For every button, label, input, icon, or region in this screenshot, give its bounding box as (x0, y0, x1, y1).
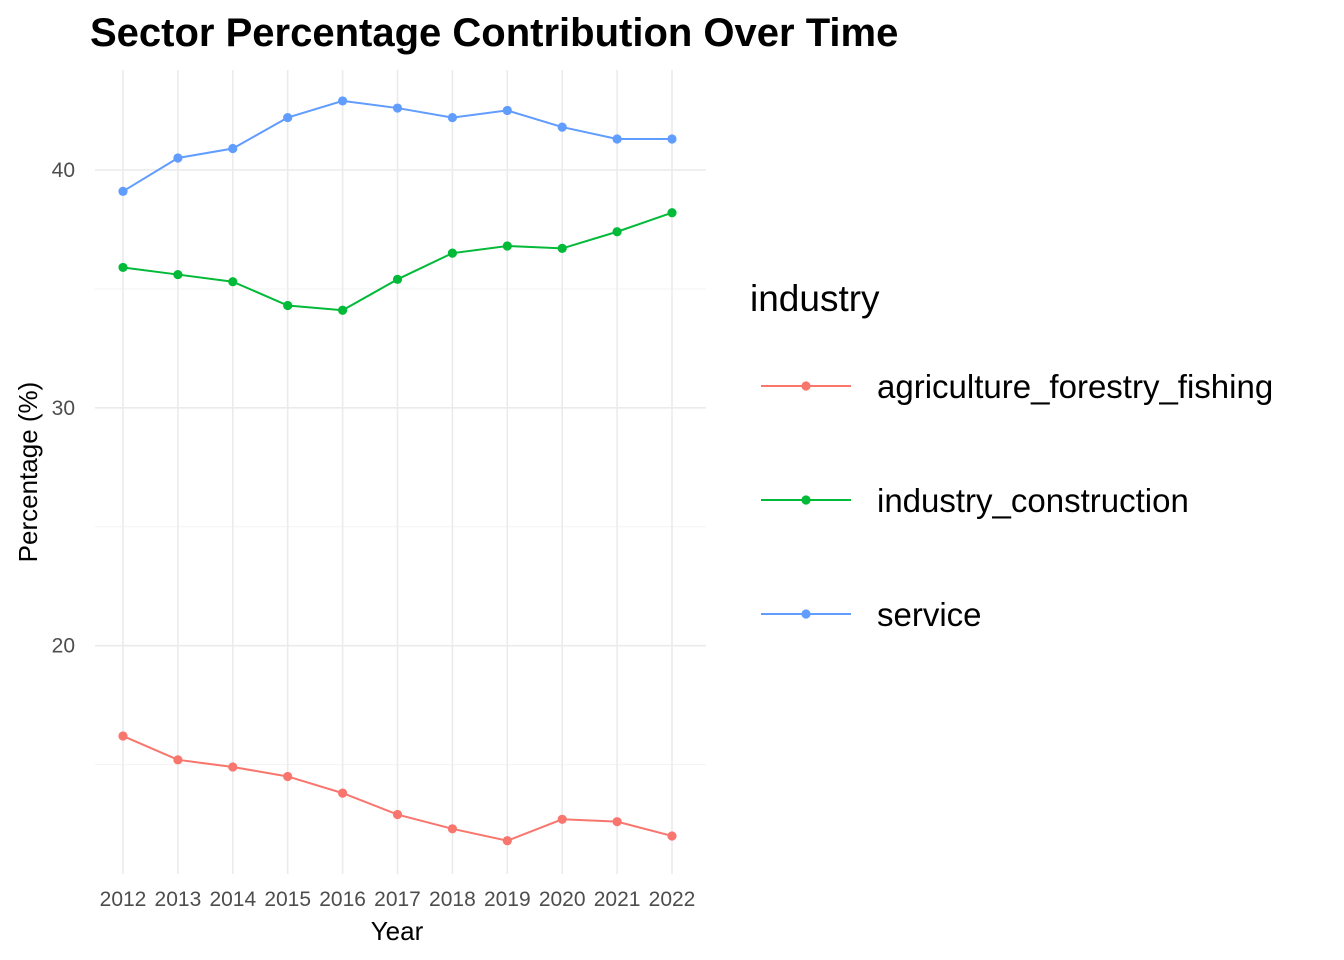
x-tick-label: 2017 (374, 888, 421, 911)
x-tick-label: 2016 (319, 888, 366, 911)
legend-label: agriculture_forestry_fishing (877, 368, 1273, 405)
data-point (118, 186, 128, 196)
chart-title: Sector Percentage Contribution Over Time (90, 11, 898, 55)
legend: industry agriculture_forestry_fishingind… (750, 278, 1273, 633)
x-tick-label: 2021 (594, 888, 641, 911)
x-tick-label: 2013 (155, 888, 202, 911)
gridlines (95, 70, 706, 874)
legend-label: service (877, 596, 982, 633)
legend-key-point (801, 495, 811, 505)
y-axis-ticks: 20 30 40 (52, 159, 75, 658)
x-tick-label: 2015 (264, 888, 311, 911)
x-tick-label: 2022 (649, 888, 696, 911)
data-point (283, 771, 293, 782)
x-tick-label: 2012 (100, 888, 147, 911)
data-point (502, 241, 512, 251)
legend-item: agriculture_forestry_fishing (761, 368, 1273, 405)
y-tick-label: 30 (52, 397, 75, 420)
data-point (338, 96, 348, 106)
legend-key-point (801, 609, 811, 619)
data-point (667, 831, 677, 841)
data-point (173, 269, 183, 280)
data-point (557, 814, 567, 824)
data-point (612, 134, 622, 144)
data-point (338, 305, 348, 315)
x-tick-label: 2014 (209, 888, 256, 911)
data-point (392, 103, 403, 113)
data-point (447, 248, 457, 258)
series-service (118, 96, 677, 196)
legend-label: industry_construction (877, 482, 1189, 519)
data-point (447, 824, 457, 834)
x-axis-title: Year (371, 916, 424, 946)
y-tick-label: 40 (52, 159, 75, 182)
data-point (502, 105, 512, 116)
data-point (447, 112, 457, 123)
y-tick-label: 20 (52, 635, 75, 658)
x-tick-label: 2018 (429, 888, 476, 911)
x-tick-label: 2020 (539, 888, 586, 911)
data-point (338, 788, 348, 798)
data-point (612, 817, 622, 827)
x-tick-label: 2019 (484, 888, 531, 911)
data-point (557, 243, 567, 254)
data-point (228, 143, 238, 154)
legend-item: industry_construction (761, 482, 1189, 519)
series-group (118, 96, 677, 846)
legend-key-point (801, 381, 811, 391)
legend-item: service (761, 596, 982, 633)
data-point (118, 731, 128, 741)
data-point (392, 809, 403, 820)
data-point (228, 762, 238, 772)
data-point (118, 262, 128, 273)
data-point (502, 836, 512, 846)
data-point (392, 274, 403, 284)
data-point (173, 153, 183, 163)
data-point (612, 227, 622, 237)
data-point (283, 112, 293, 123)
series-agriculture_forestry_fishing (118, 731, 677, 846)
legend-title: industry (750, 278, 880, 319)
y-axis-title: Percentage (%) (13, 382, 43, 563)
data-point (173, 755, 183, 765)
series-industry_construction (118, 208, 677, 315)
data-point (667, 134, 677, 144)
data-point (667, 208, 677, 218)
data-point (557, 122, 567, 132)
data-point (283, 300, 293, 311)
x-axis-ticks: 2012 2013 2014 2015 2016 2017 2018 2019 2020 2021… (100, 888, 696, 911)
data-point (228, 277, 238, 287)
